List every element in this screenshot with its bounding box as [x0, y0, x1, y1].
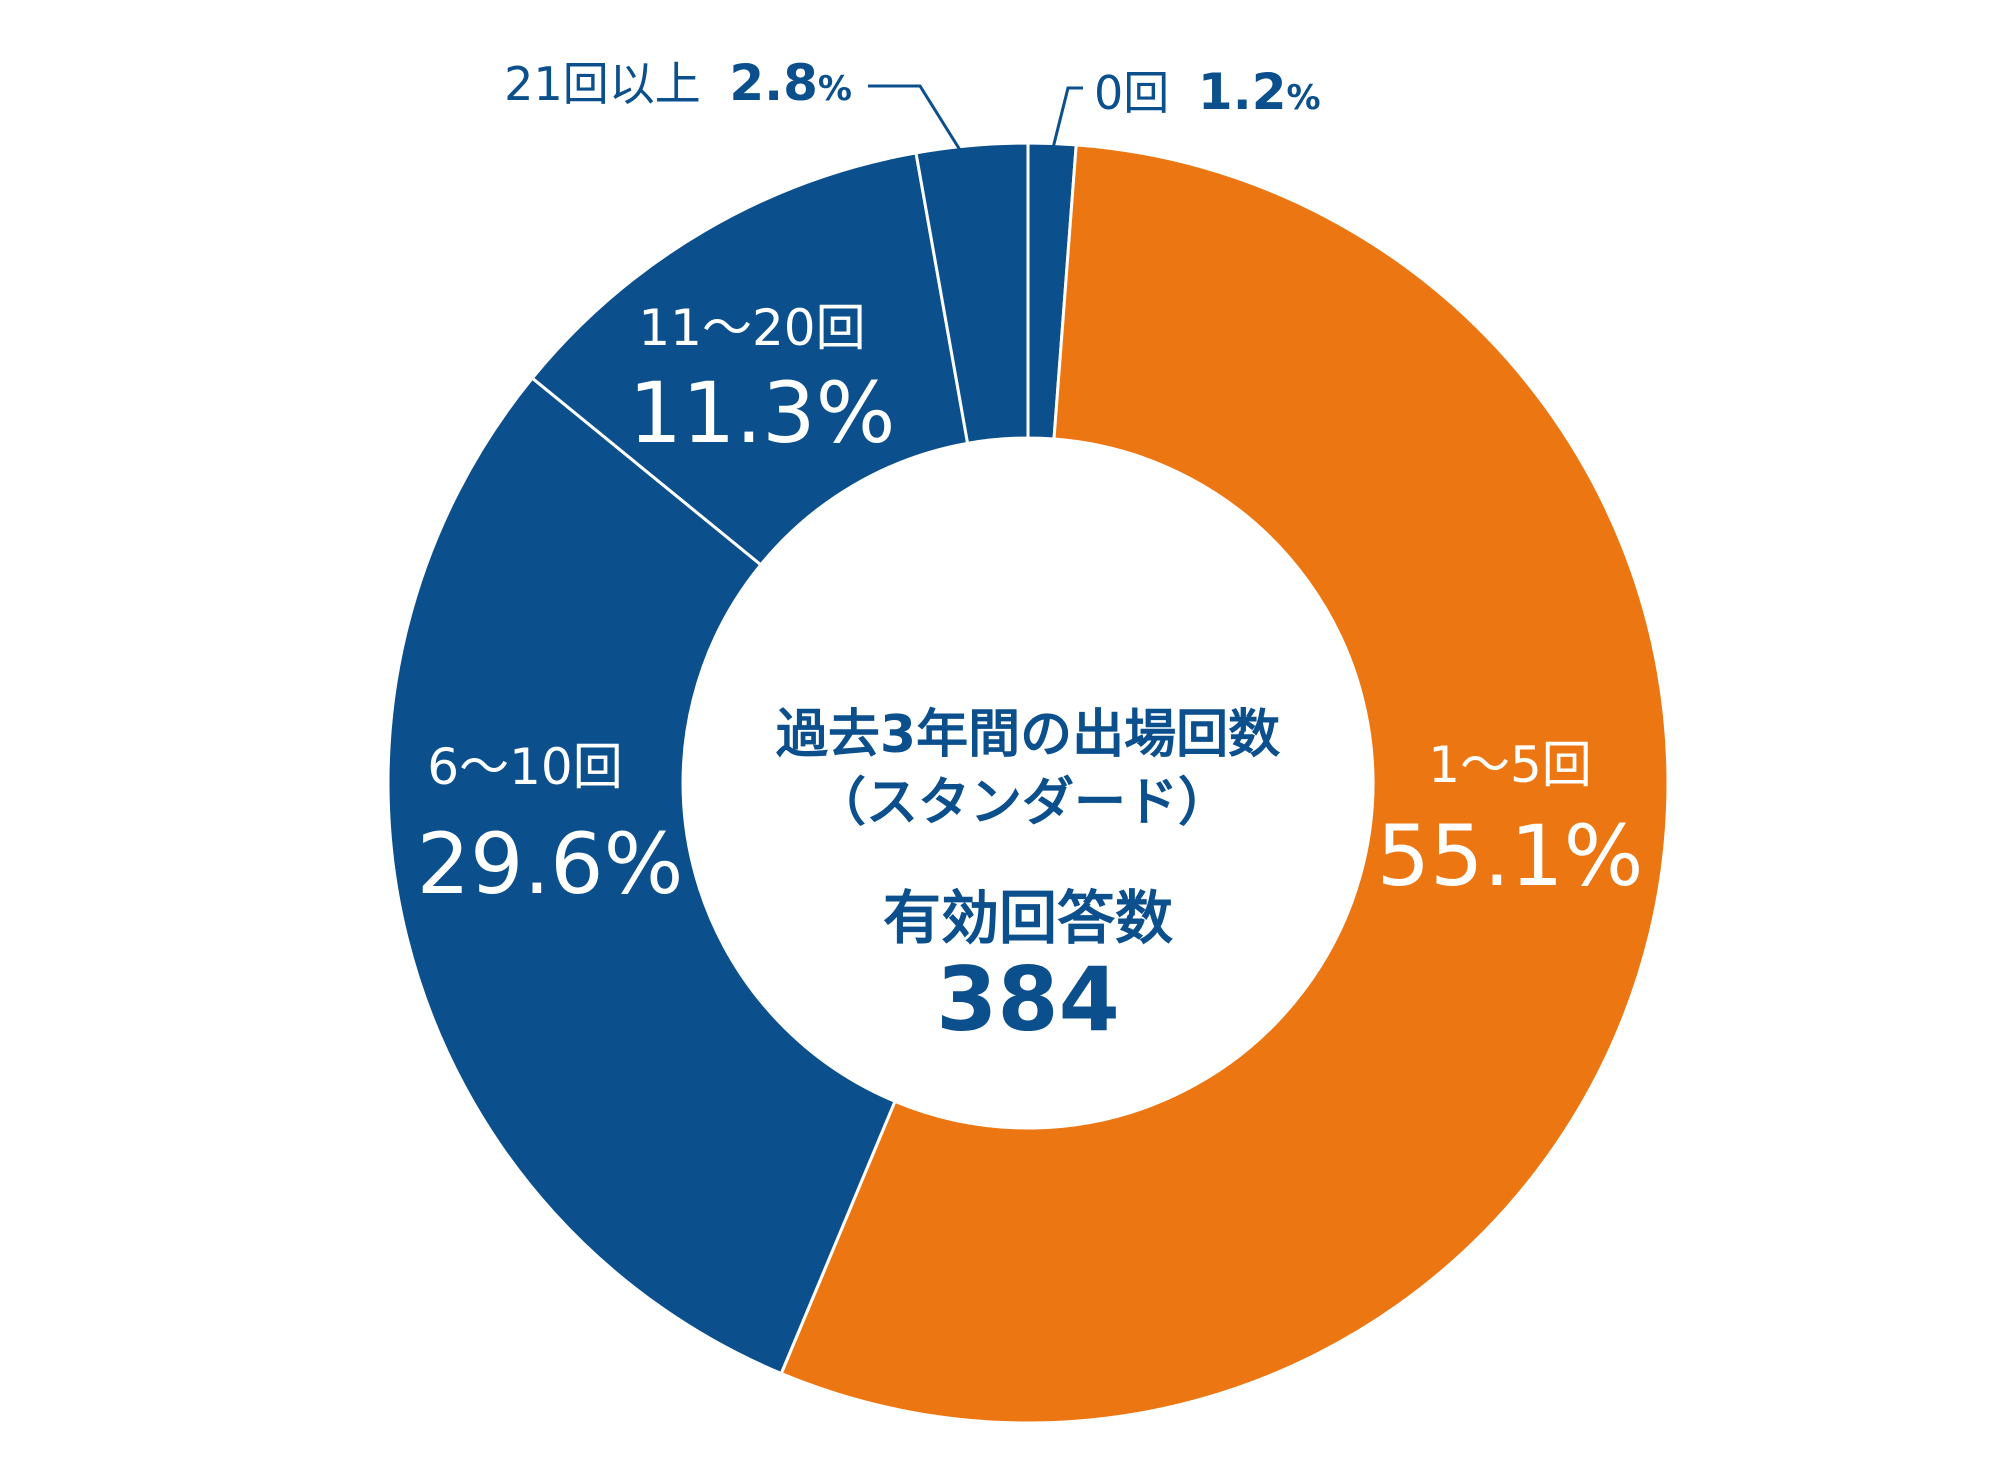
- slice-4-value: 2.8: [729, 54, 818, 112]
- slice-label-0: 0回 1.2%: [1094, 63, 1321, 121]
- slice-label-6to10-value: 29.6%: [417, 815, 684, 913]
- center-count-value: 384: [936, 948, 1120, 1051]
- slice-label-21plus: 21回以上 2.8%: [504, 54, 852, 112]
- slice-label-11to20-category: 11〜20回: [638, 299, 865, 357]
- slice-0-category: 0回: [1094, 66, 1169, 120]
- slice-label-11to20-value: 11.3%: [629, 364, 896, 462]
- leader-line-0: [1051, 86, 1083, 149]
- slice-label-1to5-value: 55.1%: [1377, 807, 1644, 905]
- leader-line-21plus: [868, 84, 962, 151]
- donut-slices: [386, 141, 1670, 1425]
- slice-4-category: 21回以上: [504, 57, 701, 111]
- center-title-line1: 過去3年間の出場回数: [776, 705, 1280, 765]
- slice-0-value: 1.2: [1198, 63, 1287, 121]
- slice-label-6to10-category: 6〜10回: [427, 738, 622, 796]
- slice-4-unit: %: [818, 69, 852, 109]
- slice-label-1to5-category: 1〜5回: [1428, 736, 1592, 794]
- slice-0-unit: %: [1286, 78, 1320, 118]
- center-count-label: 有効回答数: [883, 884, 1173, 952]
- center-title-line2: （スタンダード）: [814, 773, 1230, 833]
- donut-hole: [683, 438, 1373, 1128]
